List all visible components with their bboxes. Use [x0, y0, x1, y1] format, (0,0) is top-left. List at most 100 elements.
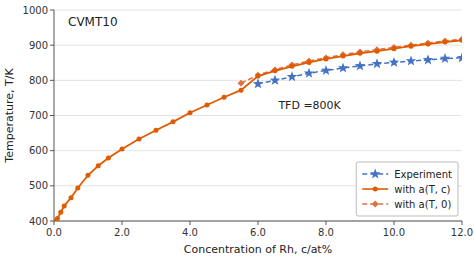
- legend-item: with a(T, 0): [362, 199, 451, 210]
- legend-marker: [372, 201, 379, 208]
- axes: 0.0 2.0 4.0 6.0 8.0 10.0 12.0 400 500 600 700 800 90…: [23, 5, 474, 239]
- series: [54, 38, 462, 221]
- data-point: [460, 38, 463, 43]
- x-tick: [394, 221, 395, 225]
- grid-line: [54, 10, 462, 11]
- legend-marker: [373, 187, 378, 192]
- data-point: [69, 195, 74, 200]
- chart: 0.0 2.0 4.0 6.0 8.0 10.0 12.0 400 500 600 700 800 90…: [0, 0, 474, 259]
- data-point: [409, 44, 414, 49]
- data-point: [443, 40, 448, 45]
- legend-item: with a(T, c): [362, 184, 450, 195]
- data-point: [270, 75, 280, 85]
- legend: Experiment with a(T, c) with a(T, 0): [356, 162, 458, 216]
- data-point: [358, 51, 363, 56]
- x-tick: [190, 221, 191, 225]
- data-point: [423, 54, 433, 64]
- x-tick: [122, 221, 123, 225]
- x-tick: [258, 221, 259, 225]
- legend-box: [356, 162, 458, 216]
- grid-line: [54, 115, 462, 116]
- data-point: [222, 95, 227, 100]
- data-point: [321, 65, 331, 75]
- data-point: [256, 74, 261, 79]
- x-tick-label: 10.0: [383, 227, 405, 238]
- grid-line: [54, 45, 462, 46]
- data-point: [459, 36, 462, 43]
- data-point: [426, 42, 431, 47]
- y-axis-label: Temperature, T/K: [3, 68, 16, 164]
- legend-marker: [370, 169, 380, 179]
- x-tick-label: 6.0: [250, 227, 266, 238]
- data-point: [389, 57, 399, 67]
- data-point: [239, 88, 244, 93]
- data-point: [55, 216, 60, 221]
- grid-line: [54, 150, 462, 151]
- data-point: [120, 146, 125, 151]
- data-point: [324, 56, 329, 61]
- grid: [54, 10, 462, 221]
- data-point: [273, 68, 278, 73]
- x-tick: [462, 221, 463, 225]
- data-point: [58, 210, 63, 215]
- series-line: [258, 58, 462, 84]
- series-line: [56, 40, 462, 221]
- data-point: [355, 60, 365, 70]
- data-point: [137, 137, 142, 142]
- data-point: [307, 60, 312, 65]
- data-point: [372, 58, 382, 68]
- y-tick-label: 900: [29, 40, 48, 51]
- data-point: [440, 53, 450, 63]
- data-point: [392, 46, 397, 51]
- data-point: [106, 156, 111, 161]
- data-point: [406, 55, 416, 65]
- y-tick: [50, 45, 54, 46]
- y-tick-label: 700: [29, 110, 48, 121]
- legend-label: with a(T, c): [394, 184, 450, 195]
- y-tick: [50, 80, 54, 81]
- legend-label: Experiment: [394, 169, 452, 180]
- data-point: [253, 78, 263, 88]
- y-tick: [50, 10, 54, 11]
- legend-item: Experiment: [362, 169, 452, 180]
- data-point: [287, 71, 297, 81]
- x-tick-label: 0.0: [46, 227, 62, 238]
- data-point: [62, 203, 67, 208]
- series: [238, 36, 462, 87]
- data-point: [154, 128, 159, 133]
- series-line: [241, 39, 462, 83]
- legend-label: with a(T, 0): [394, 199, 451, 210]
- series: [253, 52, 462, 88]
- y-tick-label: 400: [29, 216, 48, 227]
- data-point: [75, 185, 80, 190]
- x-tick-label: 4.0: [182, 227, 198, 238]
- data-point: [341, 54, 346, 59]
- data-point: [304, 68, 314, 78]
- data-point: [457, 52, 462, 62]
- x-tick-label: 8.0: [318, 227, 334, 238]
- annotation: TFD =800K: [277, 99, 341, 112]
- x-tick: [54, 221, 55, 225]
- x-tick: [326, 221, 327, 225]
- title: CVMT10: [68, 15, 118, 29]
- y-tick: [50, 221, 54, 222]
- y-tick: [50, 150, 54, 151]
- data-point: [171, 119, 176, 124]
- y-tick-label: 800: [29, 75, 48, 86]
- data-point: [238, 80, 245, 87]
- data-point: [375, 49, 380, 54]
- y-tick-label: 500: [29, 180, 48, 191]
- data-point: [188, 110, 193, 115]
- y-tick: [50, 185, 54, 186]
- y-tick: [50, 115, 54, 116]
- x-tick-label: 12.0: [451, 227, 473, 238]
- data-point: [338, 63, 348, 73]
- data-point: [205, 102, 210, 107]
- x-tick-label: 2.0: [114, 227, 130, 238]
- y-tick-label: 600: [29, 145, 48, 156]
- plot-area: [54, 36, 462, 221]
- x-axis-label: Concentration of Rh, c/at%: [184, 243, 332, 256]
- y-tick-label: 1000: [23, 5, 48, 16]
- data-point: [290, 64, 295, 69]
- data-point: [86, 173, 91, 178]
